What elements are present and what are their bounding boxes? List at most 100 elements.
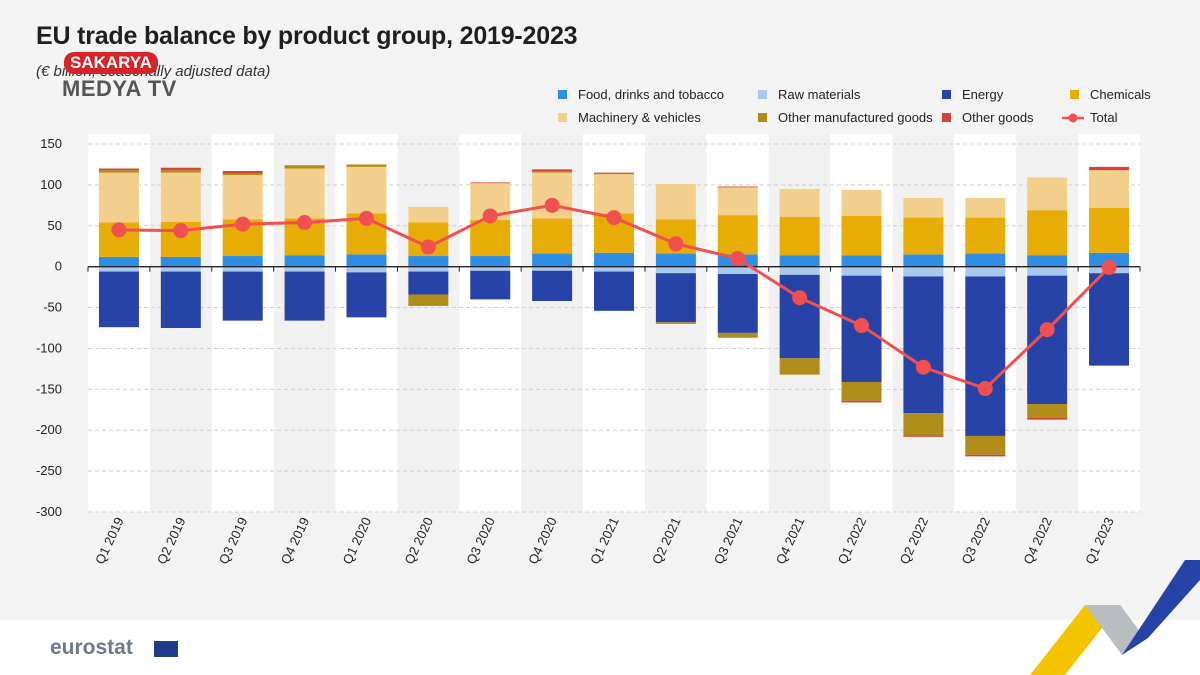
bar-other_goods xyxy=(717,186,758,188)
bars xyxy=(98,164,1130,457)
bar-chemicals xyxy=(717,215,758,255)
bar-food xyxy=(1027,255,1068,267)
bar-energy xyxy=(346,272,387,318)
bar-other_goods xyxy=(98,168,139,171)
bar-energy xyxy=(532,270,573,302)
x-tick-label: Q3 2019 xyxy=(216,515,251,567)
bar-energy xyxy=(408,271,449,295)
bar-energy xyxy=(98,271,139,328)
bar-other_goods xyxy=(841,400,882,403)
legend-label: Other goods xyxy=(962,110,1034,125)
x-tick-label: Q1 2020 xyxy=(340,515,375,567)
total-point xyxy=(915,359,931,375)
bar-other_goods xyxy=(222,170,263,174)
chart-area: 150 100 50 0 -50 -100 -150 -200 -250 -300 Q1 2019… xyxy=(36,87,1151,567)
x-tick-label: Q3 2021 xyxy=(711,515,746,567)
x-tick-label: Q1 2019 xyxy=(92,515,127,567)
bar-raw xyxy=(779,266,820,275)
x-axis: Q1 2019 Q2 2019 Q3 2019 Q4 2019 Q1 2020 Q2 20… xyxy=(92,515,1117,567)
bar-chemicals xyxy=(470,220,511,257)
bar-raw xyxy=(470,266,511,271)
legend-swatch-other_manufactured xyxy=(758,113,767,122)
total-point xyxy=(420,239,436,255)
bar-chemicals xyxy=(1027,210,1068,256)
legend-swatch-raw xyxy=(758,90,767,99)
bar-other_manufactured xyxy=(1027,404,1068,418)
zero-axis xyxy=(87,265,1141,272)
bar-machinery xyxy=(1027,177,1068,211)
bar-raw xyxy=(655,266,696,274)
bar-energy xyxy=(594,271,634,311)
bar-machinery xyxy=(655,184,696,220)
total-point xyxy=(482,208,498,224)
bar-other_goods xyxy=(532,169,573,171)
bar-machinery xyxy=(903,197,944,218)
legend-label: Raw materials xyxy=(778,87,861,102)
total-point xyxy=(235,216,251,232)
total-point xyxy=(977,381,993,397)
bar-raw xyxy=(98,266,139,272)
bar-energy xyxy=(1027,275,1068,405)
bar-other_manufactured xyxy=(903,413,944,436)
legend-swatch-chemicals xyxy=(1070,90,1079,99)
bar-raw xyxy=(903,266,944,277)
bar-chemicals xyxy=(903,217,944,255)
bar-machinery xyxy=(841,189,882,216)
bar-food xyxy=(1089,252,1130,267)
bar-food xyxy=(160,256,201,267)
y-axis: 150 100 50 0 -50 -100 -150 -200 -250 -300 xyxy=(36,136,62,519)
bar-machinery xyxy=(160,172,201,222)
bar-other_manufactured xyxy=(346,164,387,167)
gridlines xyxy=(88,143,1140,513)
bar-food xyxy=(594,252,634,267)
bar-chemicals xyxy=(965,217,1006,254)
footer-bar xyxy=(0,620,1200,675)
legend: Food, drinks and tobacco Raw materials Ene… xyxy=(558,87,1151,125)
bar-energy xyxy=(655,273,696,323)
bar-other_goods xyxy=(965,454,1006,457)
bar-raw xyxy=(160,266,201,272)
bar-machinery xyxy=(222,175,263,220)
x-tick-label: Q2 2020 xyxy=(401,515,436,567)
bar-food xyxy=(532,253,573,267)
bar-other_goods xyxy=(1089,166,1130,171)
bar-energy xyxy=(717,274,758,333)
total-point xyxy=(1039,322,1055,338)
bar-raw xyxy=(222,266,263,272)
legend-swatch-food xyxy=(558,90,567,99)
x-tick-label: Q4 2021 xyxy=(773,515,808,567)
legend-swatch-energy xyxy=(942,90,951,99)
corner-ribbon-decoration xyxy=(1030,560,1200,675)
bar-raw xyxy=(1027,266,1068,276)
bar-other_goods xyxy=(1027,417,1068,420)
chart-title: EU trade balance by product group, 2019-… xyxy=(36,22,578,50)
bar-food xyxy=(98,256,139,267)
bar-other_manufactured xyxy=(160,170,201,173)
x-tick-label: Q2 2019 xyxy=(154,515,189,567)
bar-other_goods xyxy=(160,167,201,171)
eu-flag-icon xyxy=(154,641,178,657)
bar-machinery xyxy=(779,188,820,217)
bar-raw xyxy=(284,266,325,272)
y-tick-label: 150 xyxy=(40,136,62,151)
bar-food xyxy=(408,256,449,267)
bar-other_manufactured xyxy=(965,435,1006,455)
bar-chemicals xyxy=(841,215,882,256)
y-tick-label: -300 xyxy=(36,504,62,519)
eurostat-logo: eurostat xyxy=(50,636,133,659)
bar-energy xyxy=(222,271,263,321)
bar-food xyxy=(779,255,820,267)
bar-energy xyxy=(1089,273,1130,366)
total-point xyxy=(173,223,189,239)
total-point xyxy=(792,290,808,306)
bar-food xyxy=(965,253,1006,267)
bar-chemicals xyxy=(1089,207,1130,253)
bar-raw xyxy=(717,266,758,275)
legend-label: Total xyxy=(1090,110,1118,125)
legend-swatch-point xyxy=(1068,113,1078,123)
bar-food xyxy=(470,256,511,267)
x-tick-label: Q2 2022 xyxy=(896,515,931,567)
bar-machinery xyxy=(98,172,139,223)
legend-label: Chemicals xyxy=(1090,87,1151,102)
x-tick-label: Q4 2020 xyxy=(525,515,560,567)
